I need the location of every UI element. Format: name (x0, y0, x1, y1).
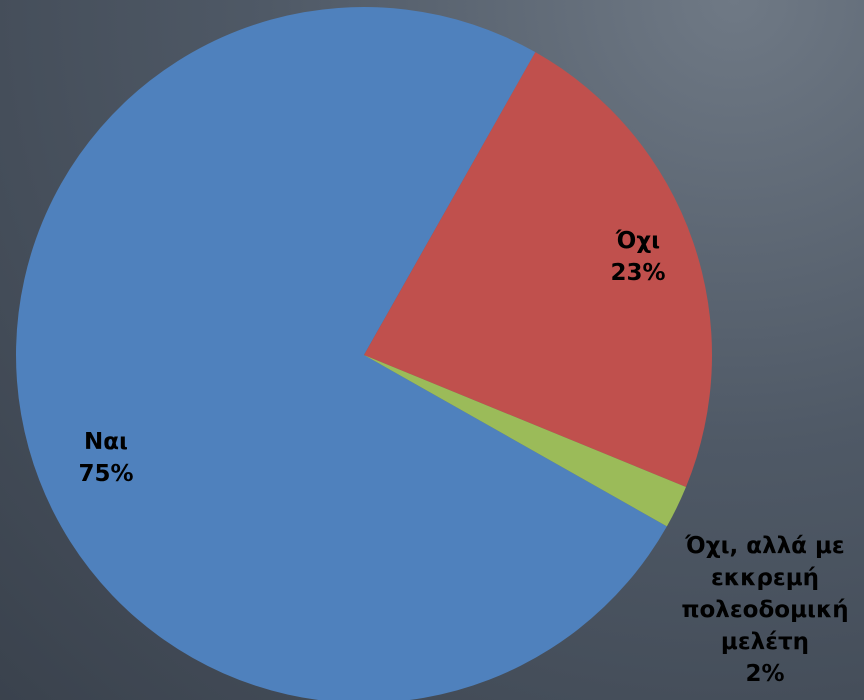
data-label: Όχι, αλλά με εκκρεμή πολεοδομική μελέτη 2… (665, 530, 864, 690)
data-label: Όχι 23% (578, 225, 698, 289)
value-label: 75% (78, 461, 134, 487)
category-label: Όχι, αλλά με εκκρεμή πολεοδομική μελέτη (681, 533, 849, 655)
value-label: 2% (745, 661, 785, 687)
pie-slice (16, 7, 667, 700)
value-label: 23% (610, 260, 666, 286)
pie-slice (364, 355, 686, 527)
data-label: Ναι 75% (46, 426, 166, 490)
category-label: Όχι (615, 228, 661, 254)
pie-slice (364, 52, 712, 488)
category-label: Ναι (83, 429, 128, 455)
